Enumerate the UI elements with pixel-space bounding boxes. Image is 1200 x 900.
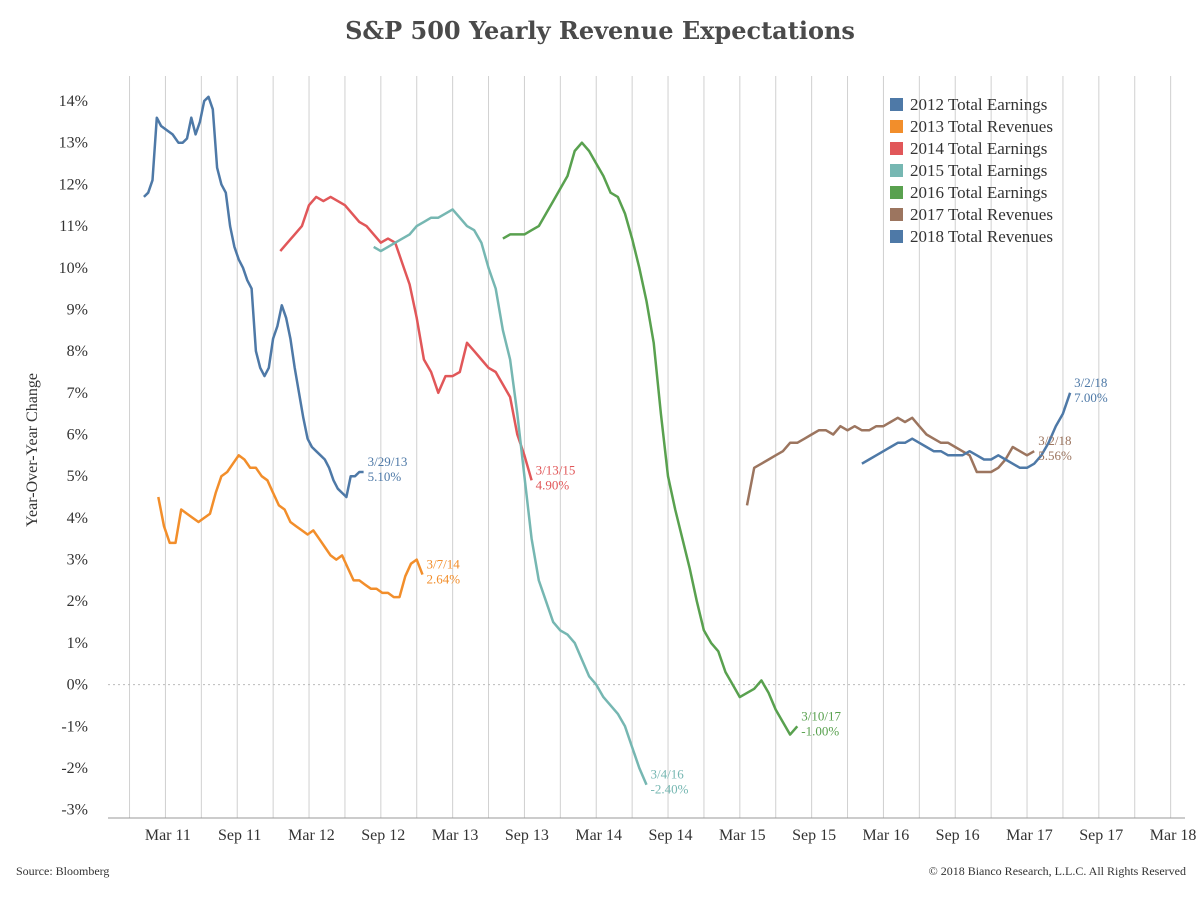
series-line-2015-total-earnings [373, 208, 648, 786]
legend-swatch [890, 230, 903, 243]
y-tick-label: -3% [61, 802, 88, 819]
end-label: 3/2/187.00% [1074, 375, 1108, 405]
y-tick-label: 2% [67, 593, 88, 610]
y-tick-label: 7% [67, 385, 88, 402]
end-label-date: 3/2/18 [1038, 433, 1071, 448]
legend-label: 2013 Total Revenues [910, 117, 1053, 136]
legend-label: 2017 Total Revenues [910, 205, 1053, 224]
legend-label: 2018 Total Revenues [910, 227, 1053, 246]
y-tick-label: 11% [59, 218, 88, 235]
grid-layer [108, 76, 1185, 818]
end-label-date: 3/10/17 [801, 708, 841, 723]
y-tick-label: 4% [67, 510, 88, 527]
end-label: 3/2/185.56% [1038, 433, 1072, 463]
series-line-2018-total-revenues [861, 392, 1072, 470]
y-tick-label: 13% [59, 135, 88, 152]
series-line-2014-total-earnings [279, 195, 533, 481]
end-label-date: 3/2/18 [1074, 375, 1107, 390]
end-label-value: 2.64% [426, 572, 460, 587]
y-tick-label: 1% [67, 635, 88, 652]
end-label-value: 5.56% [1038, 448, 1072, 463]
end-label-date: 3/13/15 [536, 462, 576, 477]
y-tick-label: -1% [61, 718, 88, 735]
y-tick-label: 8% [67, 343, 88, 360]
x-tick-label: Mar 11 [145, 827, 191, 844]
end-label: 3/10/17-1.00% [801, 708, 841, 738]
legend-swatch [890, 142, 903, 155]
end-label: 3/13/154.90% [536, 462, 576, 492]
x-tick-label: Sep 14 [648, 827, 692, 844]
series-layer [143, 95, 1072, 786]
source-note: Source: Bloomberg [16, 864, 110, 878]
x-tick-label: Mar 16 [863, 827, 910, 844]
x-tick-label: Sep 13 [505, 827, 549, 844]
end-label: 3/7/142.64% [426, 557, 460, 587]
y-tick-label: 10% [59, 260, 88, 277]
copyright-note: © 2018 Bianco Research, L.L.C. All Right… [928, 864, 1186, 878]
end-label-value: 5.10% [368, 469, 402, 484]
legend-swatch [890, 98, 903, 111]
legend-swatch [890, 164, 903, 177]
y-tick-label: 3% [67, 552, 88, 569]
y-tick-label: 5% [67, 468, 88, 485]
legend-label: 2015 Total Earnings [910, 161, 1047, 180]
x-tick-label: Mar 12 [288, 827, 335, 844]
legend-label: 2016 Total Earnings [910, 183, 1047, 202]
axis-layer: -3% -2% -1% 0% 1% 2% 3% 4% 5% 6% 7% 8% 9% 10% 11% 12% 13… [59, 93, 1197, 844]
end-label-value: 7.00% [1074, 390, 1108, 405]
legend-swatch [890, 120, 903, 133]
x-tick-label: Sep 12 [361, 827, 405, 844]
legend-label: 2012 Total Earnings [910, 95, 1047, 114]
x-tick-label: Mar 15 [719, 827, 766, 844]
series-line-2016-total-earnings [502, 141, 799, 736]
legend-swatch [890, 208, 903, 221]
end-label-value: -2.40% [651, 782, 689, 797]
y-tick-label: -2% [61, 760, 88, 777]
x-tick-label: Sep 11 [218, 827, 261, 844]
series-line-2013-total-revenues [157, 454, 424, 599]
end-label-date: 3/4/16 [651, 767, 685, 782]
x-tick-label: Mar 18 [1150, 827, 1197, 844]
legend-label: 2014 Total Earnings [910, 139, 1047, 158]
end-label: 3/4/16-2.40% [651, 767, 689, 797]
x-tick-label: Sep 17 [1079, 827, 1123, 844]
end-label-value: 4.90% [536, 477, 570, 492]
x-tick-label: Mar 17 [1006, 827, 1053, 844]
chart-title: S&P 500 Yearly Revenue Expectations [345, 16, 855, 45]
y-axis-label: Year-Over-Year Change [24, 373, 41, 527]
y-tick-label: 9% [67, 301, 88, 318]
y-tick-label: 14% [59, 93, 88, 110]
y-tick-label: 0% [67, 677, 88, 694]
end-label-layer: 3/29/135.10% 3/7/142.64% 3/13/154.90% 3/4/1… [368, 375, 1108, 797]
x-tick-label: Sep 16 [936, 827, 980, 844]
end-label: 3/29/135.10% [368, 454, 408, 484]
y-tick-label: 6% [67, 426, 88, 443]
y-tick-label: 12% [59, 176, 88, 193]
end-label-date: 3/7/14 [426, 557, 460, 572]
end-label-value: -1.00% [801, 723, 839, 738]
x-tick-label: Mar 13 [432, 827, 479, 844]
legend: 2012 Total Earnings 2013 Total Revenues 20… [890, 95, 1053, 246]
legend-swatch [890, 186, 903, 199]
series-line-2012-total-earnings [143, 95, 364, 499]
end-label-date: 3/29/13 [368, 454, 408, 469]
x-tick-label: Sep 15 [792, 827, 836, 844]
series-line-2017-total-revenues [745, 416, 1035, 506]
x-tick-label: Mar 14 [575, 827, 622, 844]
